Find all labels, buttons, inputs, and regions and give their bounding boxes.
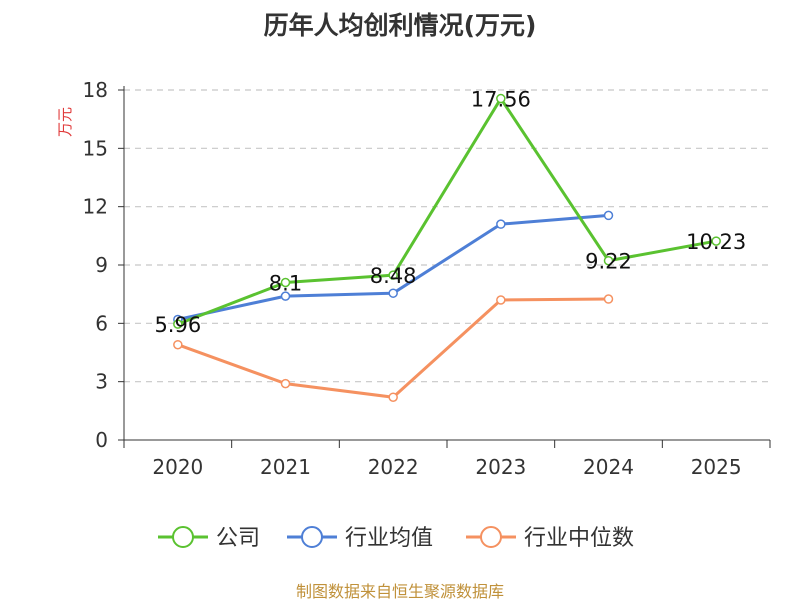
- legend-label: 行业中位数: [524, 526, 634, 551]
- legend-label: 公司: [216, 526, 260, 551]
- y-tick-label: 15: [83, 136, 108, 160]
- legend-marker: [301, 526, 323, 548]
- legend-label: 行业均值: [345, 526, 433, 551]
- data-point: [280, 378, 291, 389]
- x-tick-label: 2024: [583, 455, 634, 479]
- data-labels: 5.96 8.1 8.48 17.56 9.22 10.23: [154, 88, 746, 338]
- series-line-0: [177, 97, 717, 326]
- y-tick-label: 3: [95, 370, 108, 394]
- data-point: [388, 392, 398, 402]
- x-tick-label: 2023: [475, 455, 526, 479]
- legend: 公司 行业均值 行业中位数: [158, 526, 634, 551]
- data-label: 8.1: [269, 272, 302, 296]
- y-tick-label: 6: [95, 311, 108, 335]
- legend-marker: [480, 526, 502, 548]
- data-label: 17.56: [471, 88, 531, 112]
- y-tick-label: 0: [95, 428, 108, 452]
- data-point: [280, 277, 291, 288]
- chart-title: 历年人均创利情况(万元): [263, 11, 537, 40]
- x-tick-label: 2020: [152, 455, 203, 479]
- axes: [118, 86, 771, 448]
- y-tick-label: 9: [95, 253, 108, 277]
- data-point: [496, 93, 506, 104]
- y-tick-label: 12: [83, 195, 108, 219]
- data-point: [173, 319, 183, 329]
- data-point: [603, 255, 614, 266]
- data-point: [603, 294, 614, 304]
- series-group: [173, 93, 721, 402]
- data-point: [388, 270, 398, 280]
- data-point: [388, 288, 398, 298]
- legend-marker: [172, 526, 194, 548]
- data-label: 5.96: [154, 313, 201, 337]
- y-axis-label: 万元: [56, 107, 74, 137]
- data-point: [603, 210, 614, 221]
- grid-lines: [124, 89, 770, 383]
- data-point: [711, 236, 721, 246]
- x-tick-label: 2025: [691, 455, 742, 479]
- data-point: [280, 291, 291, 301]
- series-line-2: [177, 297, 609, 399]
- data-point: [496, 219, 506, 229]
- tick-labels: 0 3 6 9 12 15 18 2020 2021 2022 2023 2024 2025: [83, 78, 742, 479]
- data-point: [173, 339, 183, 350]
- data-label: 10.23: [686, 230, 746, 254]
- x-tick-label: 2021: [260, 455, 311, 479]
- data-point: [496, 295, 506, 305]
- source-footer: 制图数据来自恒生聚源数据库: [295, 582, 504, 601]
- data-label: 9.22: [585, 250, 632, 274]
- y-tick-label: 18: [83, 78, 108, 102]
- data-label: 8.48: [370, 264, 417, 288]
- x-tick-label: 2022: [368, 455, 419, 479]
